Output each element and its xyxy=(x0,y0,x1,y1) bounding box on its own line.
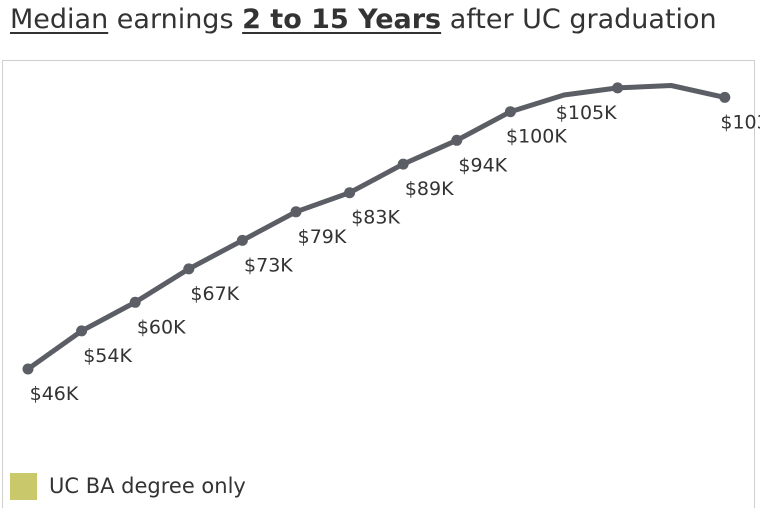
data-label: $46K xyxy=(30,383,79,405)
data-point[interactable] xyxy=(451,134,463,146)
data-label: $89K xyxy=(405,178,454,200)
title-median-link[interactable]: Median xyxy=(10,4,109,35)
data-label: $105K xyxy=(556,102,617,124)
data-label: $100K xyxy=(506,126,567,148)
data-point[interactable] xyxy=(129,296,141,308)
chart-title: Median earnings 2 to 15 Years after UC g… xyxy=(10,4,717,35)
title-text-1: earnings xyxy=(108,4,243,35)
earnings-line-chart: $46K$54K$60K$67K$73K$79K$83K$89K$94K $100… xyxy=(22,82,760,405)
data-point[interactable] xyxy=(397,158,409,170)
data-point[interactable] xyxy=(183,263,195,275)
data-label: $54K xyxy=(83,345,132,367)
data-label: $67K xyxy=(190,283,239,305)
data-label: $79K xyxy=(298,226,347,248)
data-label: $94K xyxy=(458,154,507,176)
data-label: $60K xyxy=(137,316,186,338)
title-years-link[interactable]: 2 to 15 Years xyxy=(242,4,442,35)
data-label: $73K xyxy=(244,254,293,276)
data-point[interactable] xyxy=(76,325,88,337)
data-point[interactable] xyxy=(22,363,34,375)
legend-swatch[interactable] xyxy=(10,472,37,500)
data-point[interactable] xyxy=(290,206,302,218)
data-point[interactable] xyxy=(344,187,356,199)
chart-frame xyxy=(2,60,755,508)
title-text-2: after UC graduation xyxy=(441,4,717,35)
series-line xyxy=(25,83,728,372)
data-point[interactable] xyxy=(612,82,624,94)
data-point[interactable] xyxy=(719,91,731,103)
data-point[interactable] xyxy=(504,106,516,118)
data-point[interactable] xyxy=(236,234,248,246)
data-label: $103K xyxy=(720,111,760,133)
legend: UC BA degree only xyxy=(10,472,246,500)
data-label: $83K xyxy=(351,207,400,229)
legend-label: UC BA degree only xyxy=(49,474,246,498)
